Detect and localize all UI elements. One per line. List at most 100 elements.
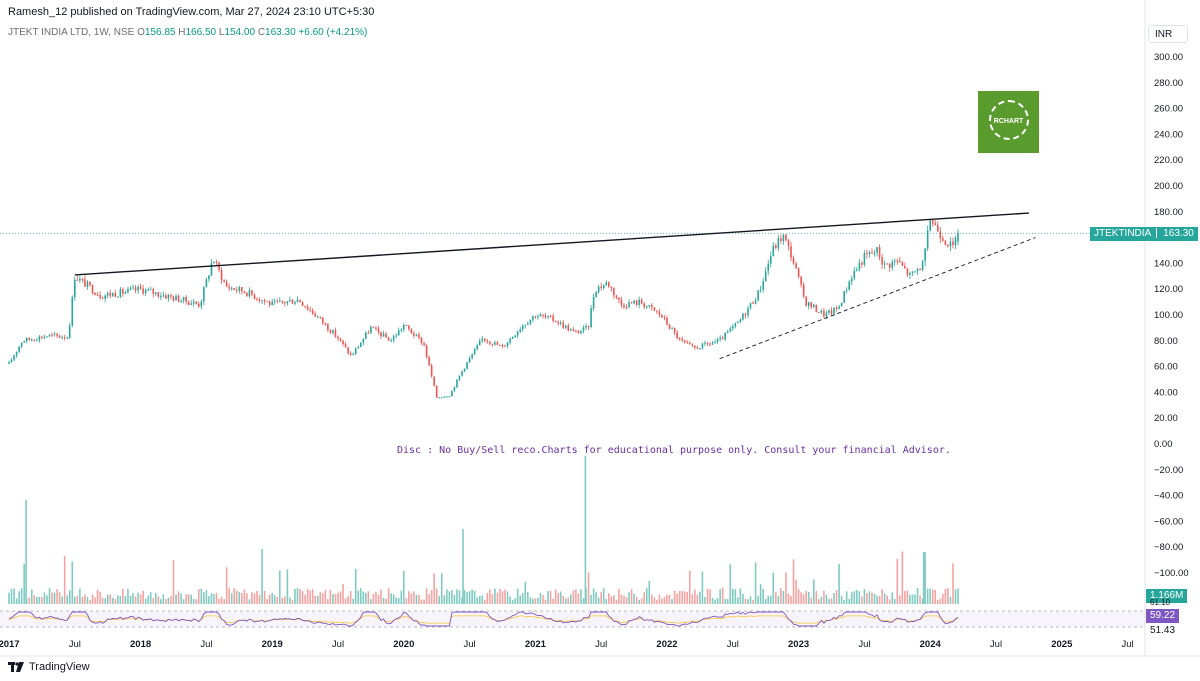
candle-body: [253, 294, 256, 299]
candle-body: [63, 337, 66, 339]
volume-bar: [661, 598, 663, 604]
volume-bar: [258, 595, 261, 604]
candle-body: [812, 304, 815, 308]
volume-bar: [241, 593, 243, 604]
volume-bar: [906, 590, 909, 604]
candle-body: [843, 291, 845, 303]
candle-body: [701, 343, 704, 349]
candle-body: [233, 288, 236, 290]
volume-bar: [99, 591, 101, 604]
candle-body: [547, 315, 549, 317]
volume-bar: [863, 589, 866, 604]
candle-body: [273, 300, 276, 302]
candle-body: [919, 269, 921, 271]
volume-bar: [521, 593, 524, 604]
volume-bar: [643, 592, 646, 604]
candle-body: [266, 301, 268, 303]
volume-bar: [271, 592, 273, 604]
volume-bar: [63, 555, 66, 604]
volume-bar: [468, 591, 471, 604]
volume-bar: [433, 573, 435, 604]
candle-body: [167, 294, 170, 299]
volume-bar: [516, 588, 519, 604]
volume-bar: [805, 591, 807, 604]
volume-bar: [114, 599, 117, 604]
candle-body: [625, 307, 628, 309]
volume-bar: [896, 558, 899, 604]
candle-body: [658, 311, 661, 315]
volume-bar: [380, 589, 382, 604]
candle-body: [716, 339, 719, 342]
candle-body: [397, 330, 400, 336]
volume-bar: [532, 598, 534, 604]
volume-bar: [352, 598, 354, 604]
candle-body: [25, 337, 28, 342]
candle-body: [101, 297, 104, 299]
volume-bar: [509, 596, 511, 604]
candle-body: [883, 263, 886, 265]
tradingview-logo[interactable]: TradingView: [8, 661, 90, 673]
volume-bar: [218, 598, 220, 604]
volume-bar: [792, 559, 795, 604]
candle-body: [205, 279, 208, 288]
volume-bar: [458, 590, 461, 604]
candle-body: [446, 396, 448, 398]
volume-bar: [519, 595, 522, 604]
candle-body: [833, 307, 835, 314]
candle-body: [866, 252, 868, 255]
volume-bar: [410, 593, 413, 604]
currency-button[interactable]: INR: [1148, 25, 1188, 43]
volume-spike: [922, 552, 925, 604]
x-tick-label: 2018: [130, 639, 151, 650]
volume-bar: [739, 588, 742, 604]
candle-body: [349, 353, 352, 355]
volume-bar: [931, 589, 934, 604]
candle-body: [921, 261, 924, 270]
candle-body: [691, 344, 694, 346]
volume-bar: [714, 599, 716, 604]
volume-bar: [18, 591, 20, 604]
volume-bar: [724, 598, 727, 604]
volume-bar: [853, 591, 856, 604]
candle-body: [375, 327, 377, 329]
volume-bar: [858, 591, 861, 604]
candle-body: [906, 268, 909, 275]
volume-bar: [559, 591, 562, 604]
candle-body: [458, 375, 461, 380]
volume-bar: [701, 571, 704, 604]
symbol-legend: JTEKT INDIA LTD, 1W, NSE O156.85 H166.50…: [8, 27, 367, 38]
volume-bar: [888, 599, 891, 604]
volume-bar: [167, 597, 170, 604]
x-tick-label: Jul: [990, 639, 1002, 650]
candle-body: [881, 257, 883, 265]
candle-body: [777, 238, 780, 249]
volume-bar: [382, 597, 385, 604]
volume-bar: [491, 594, 494, 604]
candle-body: [747, 308, 749, 316]
volume-bar: [883, 593, 886, 604]
candle-body: [418, 334, 420, 338]
candle-body: [132, 287, 134, 289]
candle-body: [382, 333, 385, 337]
candle-body: [109, 293, 112, 296]
candle-body: [443, 396, 446, 398]
volume-bar: [704, 596, 706, 604]
x-tick-label: 2017: [0, 639, 20, 650]
volume-bar: [564, 598, 567, 604]
candle-body: [638, 299, 640, 306]
volume-bar: [58, 592, 61, 604]
volume-bar: [630, 589, 633, 604]
volume-bar: [580, 589, 582, 604]
volume-bar: [732, 588, 734, 604]
volume-bar: [61, 596, 63, 604]
candle-body: [23, 341, 25, 343]
candle-body: [888, 263, 891, 268]
volume-bar: [349, 591, 352, 604]
volume-bar: [876, 595, 878, 604]
candle-body: [489, 341, 491, 344]
y-tick-label: 60.00: [1154, 362, 1178, 373]
candle-body: [162, 295, 165, 297]
volume-bar: [86, 596, 89, 604]
candle-body: [494, 342, 496, 345]
